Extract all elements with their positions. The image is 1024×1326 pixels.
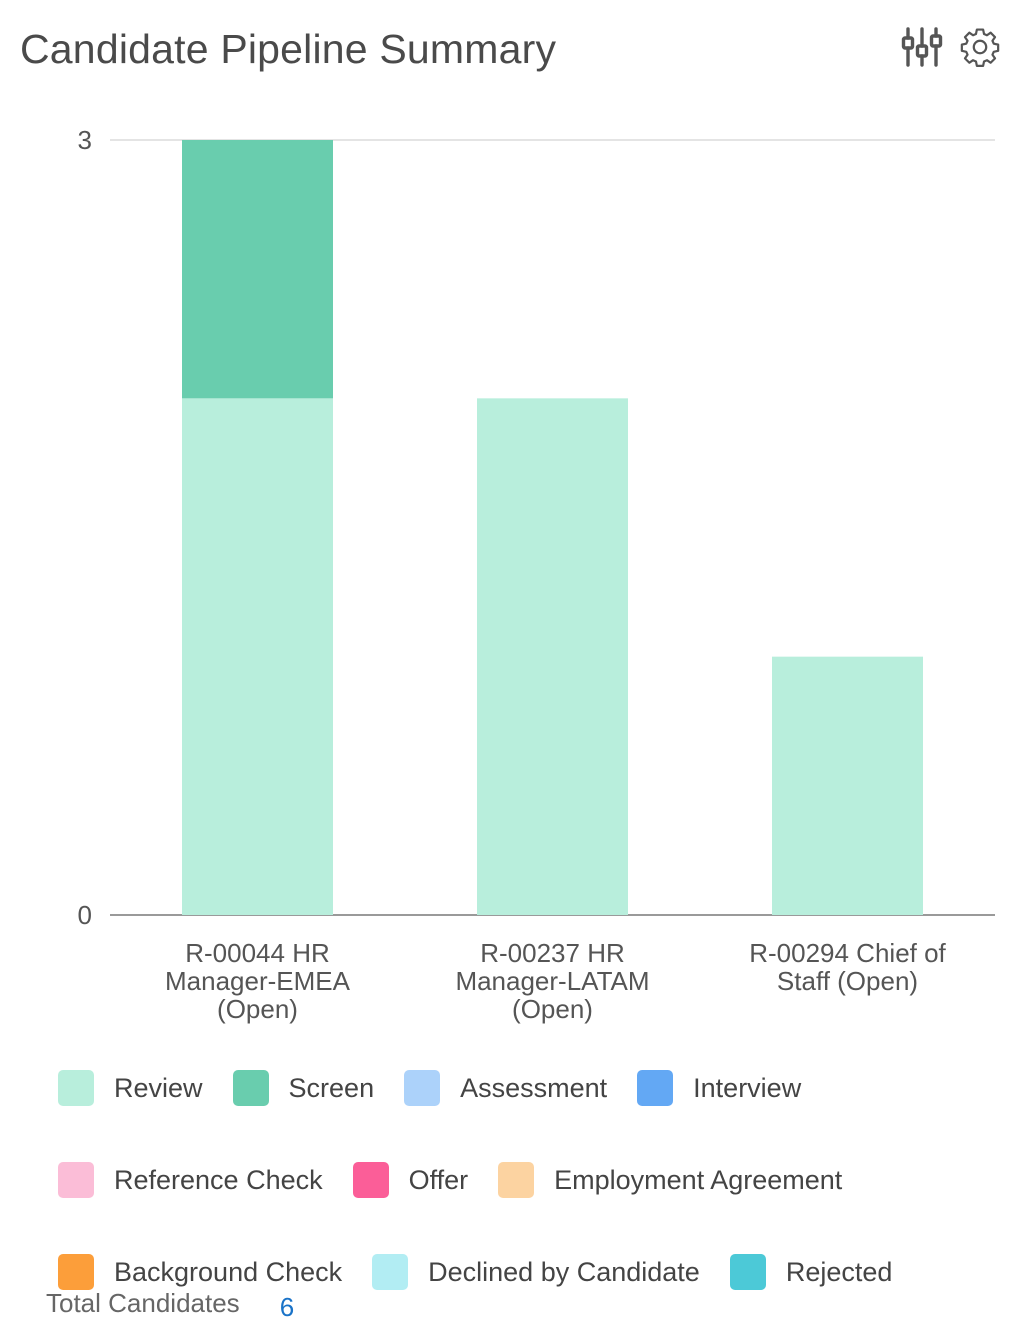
legend-swatch: [637, 1070, 674, 1106]
legend-item-review[interactable]: Review: [58, 1070, 203, 1106]
legend-swatch: [58, 1254, 94, 1290]
gear-icon[interactable]: [958, 24, 1002, 70]
legend-label: Rejected: [785, 1256, 893, 1287]
x-category-label: (Open): [512, 994, 593, 1024]
filter-sliders-icon[interactable]: [900, 24, 944, 70]
chart-legend: Review Screen Assessment Interview Reference…: [58, 1070, 998, 1290]
legend-item-interview[interactable]: Interview: [637, 1070, 801, 1106]
legend-label: Interview: [693, 1072, 802, 1103]
x-category-label: R-00237 HR: [480, 938, 625, 968]
legend-item-rejected[interactable]: Rejected: [729, 1254, 893, 1290]
bar-segment-review[interactable]: [477, 398, 628, 915]
legend-swatch: [498, 1162, 535, 1198]
bar-segment-review[interactable]: [182, 398, 333, 915]
x-category-label: Manager-LATAM: [455, 966, 649, 996]
legend-item-screen[interactable]: Screen: [232, 1070, 375, 1106]
legend-label: Screen: [288, 1072, 375, 1103]
legend-swatch: [58, 1162, 94, 1198]
legend-swatch: [729, 1254, 766, 1290]
total-candidates: Total Candidates 6: [46, 1288, 294, 1322]
y-tick-label: 0: [78, 900, 92, 930]
legend-label: Employment Agreement: [554, 1164, 843, 1195]
bar-chart: 0 3 R-00044 HR Manager-EMEA (Open) R-00237 HR…: [78, 125, 995, 1024]
legend-label: Assessment: [460, 1072, 608, 1103]
total-candidates-value[interactable]: 6: [279, 1292, 295, 1322]
x-category-label: Manager-EMEA: [165, 966, 351, 996]
page-title: Candidate Pipeline Summary: [20, 26, 557, 72]
legend-swatch: [58, 1070, 94, 1106]
legend-swatch: [404, 1070, 441, 1106]
legend-item-background-check[interactable]: Background Check: [58, 1254, 342, 1290]
header-actions: [900, 24, 1002, 70]
total-candidates-label: Total Candidates: [46, 1288, 240, 1318]
legend-label: Background Check: [114, 1256, 343, 1287]
legend-item-declined-by-candidate[interactable]: Declined by Candidate: [372, 1254, 700, 1290]
legend-item-employment-agreement[interactable]: Employment Agreement: [498, 1162, 842, 1198]
x-category-label: Staff (Open): [777, 966, 918, 996]
legend-swatch: [372, 1254, 409, 1290]
bar-segment-screen[interactable]: [182, 140, 333, 399]
x-category-label: R-00044 HR: [185, 938, 330, 968]
bar-segment-review[interactable]: [772, 656, 923, 915]
legend-swatch: [232, 1070, 269, 1106]
legend-swatch: [352, 1162, 389, 1198]
y-tick-label: 3: [78, 125, 92, 155]
legend-item-reference-check[interactable]: Reference Check: [58, 1162, 323, 1198]
legend-label: Offer: [408, 1164, 469, 1195]
legend-item-assessment[interactable]: Assessment: [404, 1070, 607, 1106]
legend-item-offer[interactable]: Offer: [352, 1162, 469, 1198]
legend-label: Reference Check: [114, 1164, 323, 1195]
legend-label: Review: [114, 1072, 203, 1103]
x-category-label: R-00294 Chief of: [749, 938, 946, 968]
legend-label: Declined by Candidate: [428, 1256, 700, 1287]
x-category-label: (Open): [217, 994, 298, 1024]
